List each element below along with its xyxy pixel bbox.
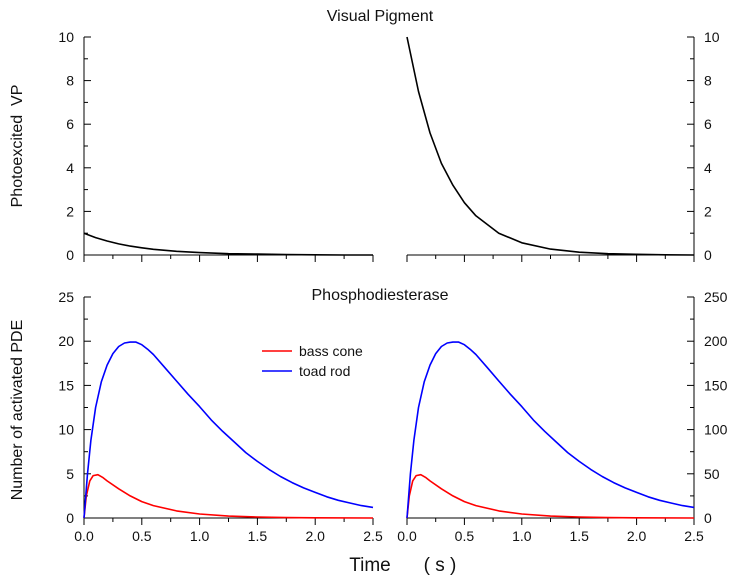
top-right-panel: 0 2 4 6 8 10 (406, 29, 720, 263)
bottom-right-x-tick-label: 1.0 (512, 528, 532, 544)
bottom-left-x-tick-label: 0.0 (74, 528, 94, 544)
x-axis-unit: ( s ) (424, 555, 457, 576)
bottom-right-x-tick-label: 0.5 (455, 528, 475, 544)
top-y-axis-label: Photoexcited VP (9, 85, 26, 208)
top-left-y-tick-label: 10 (58, 29, 74, 45)
bottom-left-x-tick-label: 2.5 (363, 528, 383, 544)
bottom-left-panel: 0.0 0.5 1.0 1.5 2.0 2.5 0 5 10 15 20 25 (58, 289, 383, 544)
top-right-y-tick-label: 8 (704, 73, 712, 89)
top-right-y-tick-label: 2 (704, 203, 712, 219)
bottom-left-y-tick-label: 15 (58, 377, 74, 393)
top-right-y-tick-label: 10 (704, 29, 720, 45)
bottom-right-y-tick-label: 150 (704, 377, 728, 393)
bottom-left-series-line-bass-cone (83, 473, 374, 519)
bottom-left-x-tick-label: 0.5 (132, 528, 152, 544)
bottom-left-series-line-toad-rod (83, 341, 374, 519)
bottom-left-y-tick-label: 0 (66, 510, 74, 526)
top-right-series-line-0 (406, 36, 695, 256)
bottom-right-series-line-bass-cone (406, 473, 695, 519)
top-left-y-tick-label: 2 (66, 203, 74, 219)
top-left-y-tick-label: 8 (66, 73, 74, 89)
bottom-left-x-tick-label: 1.5 (248, 528, 268, 544)
bottom-right-y-tick-label: 200 (704, 333, 728, 349)
bottom-right-x-tick-label: 0.0 (397, 528, 417, 544)
top-left-panel: 0 2 4 6 8 10 (58, 29, 374, 263)
bottom-right-y-tick-label: 100 (704, 422, 728, 438)
top-right-y-tick-label: 0 (704, 247, 712, 263)
top-right-y-tick-label: 4 (704, 160, 712, 176)
top-right-y-tick-label: 6 (704, 116, 712, 132)
top-chart-title: Visual Pigment (327, 8, 434, 25)
bottom-right-x-tick-label: 1.5 (569, 528, 589, 544)
bottom-left-y-tick-label: 25 (58, 289, 74, 305)
bottom-right-y-tick-label: 0 (704, 510, 712, 526)
bottom-right-series-line-toad-rod (406, 341, 695, 519)
x-axis-label: Time (349, 555, 391, 576)
bottom-right-panel: 0.0 0.5 1.0 1.5 2.0 2.50 50 100 150 200 250 (397, 289, 727, 544)
legend-label: bass cone (299, 343, 363, 359)
bottom-left-y-tick-label: 5 (66, 466, 74, 482)
bottom-right-x-tick-label: 2.5 (684, 528, 704, 544)
top-left-series-line-0 (83, 232, 373, 256)
legend-label: toad rod (299, 363, 350, 379)
top-left-y-tick-label: 6 (66, 116, 74, 132)
legend: bass cone toad rod (262, 343, 363, 379)
top-left-y-tick-label: 4 (66, 160, 74, 176)
bottom-left-x-tick-label: 1.0 (190, 528, 210, 544)
bottom-y-axis-label: Number of activated PDE (9, 320, 26, 501)
bottom-chart-title: Phosphodiesterase (312, 287, 449, 304)
bottom-right-x-tick-label: 2.0 (627, 528, 647, 544)
bottom-left-y-tick-label: 10 (58, 422, 74, 438)
bottom-left-x-tick-label: 2.0 (305, 528, 325, 544)
top-left-y-tick-label: 0 (66, 247, 74, 263)
bottom-left-y-tick-label: 20 (58, 333, 74, 349)
bottom-right-y-tick-label: 250 (704, 289, 728, 305)
bottom-right-y-tick-label: 50 (704, 466, 720, 482)
